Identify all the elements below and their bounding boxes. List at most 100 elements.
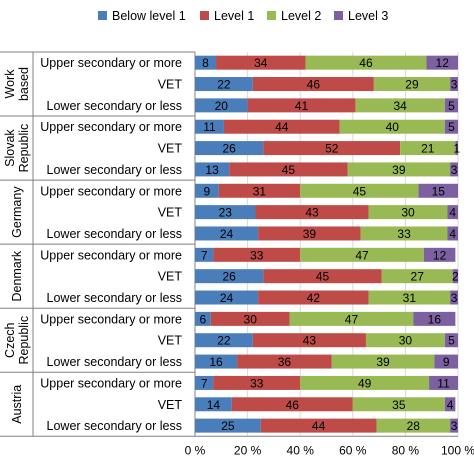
data-label: 47 bbox=[345, 312, 359, 326]
bar-level-1 bbox=[231, 397, 353, 412]
bar-below-level-1 bbox=[195, 418, 261, 433]
data-label: 33 bbox=[250, 376, 264, 390]
data-label: 4 bbox=[449, 206, 456, 220]
data-label: 34 bbox=[393, 99, 407, 113]
bar-level-3 bbox=[423, 247, 456, 262]
legend-swatch-level-1 bbox=[200, 11, 209, 20]
group-label: Germany bbox=[10, 186, 24, 238]
data-label: 22 bbox=[217, 334, 231, 348]
data-label: 16 bbox=[209, 355, 223, 369]
data-label: 25 bbox=[221, 419, 235, 433]
data-label: 4 bbox=[449, 227, 456, 241]
data-label: 12 bbox=[433, 248, 447, 262]
bar-level-3 bbox=[444, 98, 458, 113]
category-label: Lower secondary or less bbox=[47, 355, 182, 369]
data-label: 30 bbox=[244, 312, 258, 326]
bars bbox=[195, 55, 458, 433]
category-label: Lower secondary or less bbox=[47, 99, 182, 113]
bar-level-3 bbox=[455, 141, 458, 156]
x-tick-label: 0 % bbox=[185, 443, 206, 457]
bar-level-2 bbox=[355, 98, 445, 113]
bar-below-level-1 bbox=[195, 333, 253, 348]
bar-level-3 bbox=[418, 183, 458, 198]
bar-below-level-1 bbox=[195, 119, 224, 134]
category-label: Lower secondary or less bbox=[47, 291, 182, 305]
bar-level-2 bbox=[352, 397, 445, 412]
data-label: 29 bbox=[405, 78, 419, 92]
data-label: 46 bbox=[307, 78, 321, 92]
bar-level-2 bbox=[400, 141, 456, 156]
x-tick-labels: 0 % 20 % 40 % 60 % 80 % 100 % bbox=[185, 443, 474, 457]
data-label: 3 bbox=[451, 419, 458, 433]
bar-level-3 bbox=[429, 375, 458, 390]
category-label: Upper secondary or more bbox=[40, 248, 182, 262]
bar-below-level-1 bbox=[195, 141, 264, 156]
bar-level-3 bbox=[447, 205, 458, 220]
category-label: VET bbox=[158, 270, 183, 284]
data-label: 3 bbox=[451, 78, 458, 92]
data-label: 34 bbox=[254, 56, 268, 70]
bar-level-3 bbox=[450, 77, 458, 92]
data-label: 33 bbox=[250, 248, 264, 262]
data-label: 21 bbox=[421, 142, 435, 156]
bar-below-level-1 bbox=[195, 290, 259, 305]
bar-level-1 bbox=[216, 55, 306, 70]
data-label: 8 bbox=[202, 56, 209, 70]
legend-swatch-level-3 bbox=[334, 11, 343, 20]
bar-level-1 bbox=[247, 98, 356, 113]
data-label: 11 bbox=[437, 376, 450, 390]
data-label: 24 bbox=[220, 291, 234, 305]
category-label: Lower secondary or less bbox=[47, 419, 182, 433]
bar-level-1 bbox=[213, 375, 301, 390]
data-label: 3 bbox=[451, 163, 458, 177]
legend-label: Level 1 bbox=[214, 9, 254, 23]
bar-below-level-1 bbox=[195, 98, 248, 113]
data-label: 22 bbox=[217, 78, 231, 92]
group-label: Denmark bbox=[10, 250, 24, 301]
bar-below-level-1 bbox=[195, 205, 256, 220]
bar-level-2 bbox=[300, 247, 424, 262]
data-label: 27 bbox=[411, 270, 425, 284]
bar-level-3 bbox=[450, 162, 458, 177]
bar-level-2 bbox=[289, 311, 414, 326]
bar-level-2 bbox=[373, 77, 451, 92]
bar-level-2 bbox=[300, 375, 430, 390]
data-label: 28 bbox=[407, 419, 421, 433]
category-label: Upper secondary or more bbox=[40, 184, 182, 198]
category-label: Upper secondary or more bbox=[40, 56, 182, 70]
legend: Below level 1 Level 1 Level 2 Level 3 bbox=[98, 9, 388, 23]
data-label: 39 bbox=[376, 355, 390, 369]
bar-below-level-1 bbox=[195, 77, 253, 92]
bar-level-3 bbox=[447, 226, 458, 241]
bar-below-level-1 bbox=[195, 354, 238, 369]
data-label: 15 bbox=[432, 184, 446, 198]
data-label: 7 bbox=[201, 248, 208, 262]
bar-below-level-1 bbox=[195, 55, 217, 70]
data-label: 9 bbox=[203, 184, 210, 198]
data-label: 35 bbox=[392, 398, 406, 412]
bar-level-2 bbox=[368, 290, 451, 305]
data-label: 3 bbox=[451, 291, 458, 305]
bar-level-2 bbox=[347, 162, 451, 177]
bar-below-level-1 bbox=[195, 269, 264, 284]
bar-level-2 bbox=[368, 205, 448, 220]
category-label: Upper secondary or more bbox=[40, 312, 182, 326]
bar-level-1 bbox=[260, 418, 377, 433]
group-label: Workbased bbox=[3, 67, 31, 101]
data-label: 45 bbox=[316, 270, 330, 284]
bar-level-1 bbox=[210, 311, 290, 326]
data-label: 20 bbox=[215, 99, 229, 113]
bar-level-2 bbox=[381, 269, 453, 284]
bar-level-1 bbox=[263, 269, 382, 284]
bar-level-2 bbox=[360, 226, 448, 241]
x-tick-label: 20 % bbox=[234, 443, 262, 457]
data-label: 13 bbox=[205, 163, 219, 177]
data-label: 49 bbox=[358, 376, 372, 390]
data-label: 30 bbox=[401, 206, 415, 220]
legend-swatch-below-level-1 bbox=[98, 11, 107, 20]
data-label: 41 bbox=[295, 99, 309, 113]
legend-swatch-level-2 bbox=[267, 11, 276, 20]
group-label: Austria bbox=[10, 385, 24, 424]
bar-level-1 bbox=[213, 247, 301, 262]
bar-level-1 bbox=[252, 333, 366, 348]
